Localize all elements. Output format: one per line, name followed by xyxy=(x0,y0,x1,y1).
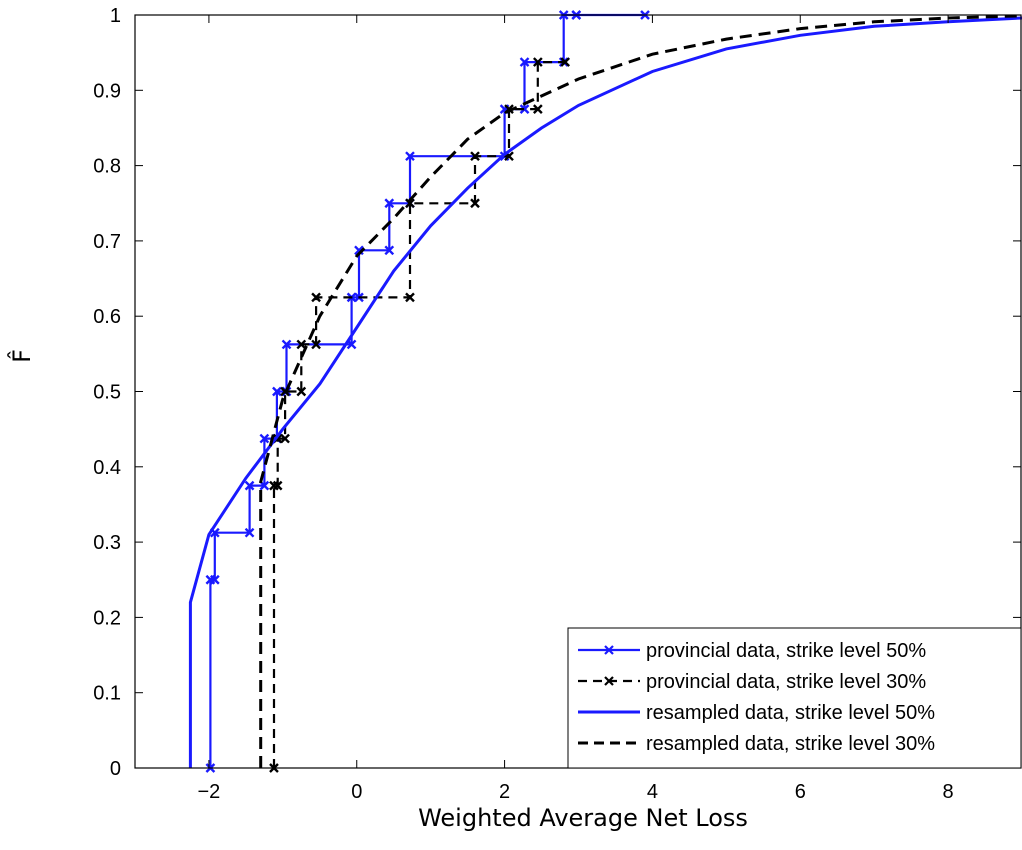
data-point-marker xyxy=(311,292,321,303)
data-point-marker xyxy=(560,57,571,67)
data-point-marker xyxy=(519,57,530,67)
x-tick-label: 4 xyxy=(647,781,658,803)
legend-label: provincial data, strike level 50% xyxy=(646,640,926,662)
data-point-marker xyxy=(532,57,543,67)
data-point-marker xyxy=(296,339,307,350)
legend-entry: resampled data, strike level 30% xyxy=(578,733,935,755)
data-point-marker xyxy=(470,151,480,162)
data-point-marker xyxy=(272,386,282,397)
y-tick-label: 0.8 xyxy=(93,156,121,178)
data-point-marker xyxy=(296,386,307,397)
data-point-marker xyxy=(470,198,480,209)
data-point-marker xyxy=(384,198,395,209)
data-point-marker xyxy=(604,645,614,655)
data-point-marker xyxy=(405,292,415,303)
y-tick-label: 0.3 xyxy=(93,532,121,554)
y-tick-label: 0.1 xyxy=(93,683,121,705)
data-point-marker xyxy=(244,527,255,538)
y-axis-title: F̂ xyxy=(8,349,36,363)
data-point-marker xyxy=(280,433,290,444)
y-tick-label: 0 xyxy=(110,758,121,780)
series-line-4 xyxy=(259,14,1022,768)
x-tick-label: 2 xyxy=(499,781,510,803)
y-tick-label: 0.9 xyxy=(93,80,121,102)
legend-label: resampled data, strike level 50% xyxy=(646,702,935,724)
legend-entry: provincial data, strike level 50% xyxy=(578,640,926,662)
series-line-1 xyxy=(209,13,645,768)
legend-entry: provincial data, strike level 30% xyxy=(578,671,926,693)
data-point-marker xyxy=(244,480,255,491)
legend-label: provincial data, strike level 30% xyxy=(646,671,926,693)
y-tick-label: 1 xyxy=(110,5,121,27)
data-point-marker xyxy=(519,104,530,114)
axes: −2 0 2 4 6 8 0 0.1 0.2 0.3 0.4 0.5 0.6 0.7 0.8 0.9 1 xyxy=(93,5,1022,803)
data-point-marker xyxy=(311,339,321,350)
y-tick-label: 0.5 xyxy=(93,382,121,404)
data-point-marker xyxy=(604,676,614,686)
data-point-marker xyxy=(259,433,270,444)
legend: provincial data, strike level 50% provinc… xyxy=(567,627,1022,769)
y-tick-label: 0.6 xyxy=(93,306,121,328)
series-line-2 xyxy=(272,61,566,768)
data-point-marker xyxy=(405,151,415,162)
x-tick-label: 6 xyxy=(795,781,806,803)
data-point-marker xyxy=(405,198,415,209)
x-tick-label: 0 xyxy=(351,781,362,803)
data-point-marker xyxy=(384,245,395,256)
legend-label: resampled data, strike level 30% xyxy=(646,733,935,755)
y-tick-label: 0.2 xyxy=(93,607,121,629)
legend-entry: resampled data, strike level 50% xyxy=(578,702,935,724)
y-tick-label: 0.7 xyxy=(93,231,121,253)
data-point-marker xyxy=(209,574,220,585)
x-tick-label: 8 xyxy=(943,781,954,803)
x-tick-label: −2 xyxy=(198,781,221,803)
data-point-marker xyxy=(281,339,292,350)
data-point-marker xyxy=(532,104,543,114)
x-axis-title: Weighted Average Net Loss xyxy=(418,804,748,832)
legend-box xyxy=(567,627,1022,769)
y-tick-label: 0.4 xyxy=(93,457,121,479)
series-line-3 xyxy=(188,16,1022,768)
data-point-marker xyxy=(272,480,283,491)
